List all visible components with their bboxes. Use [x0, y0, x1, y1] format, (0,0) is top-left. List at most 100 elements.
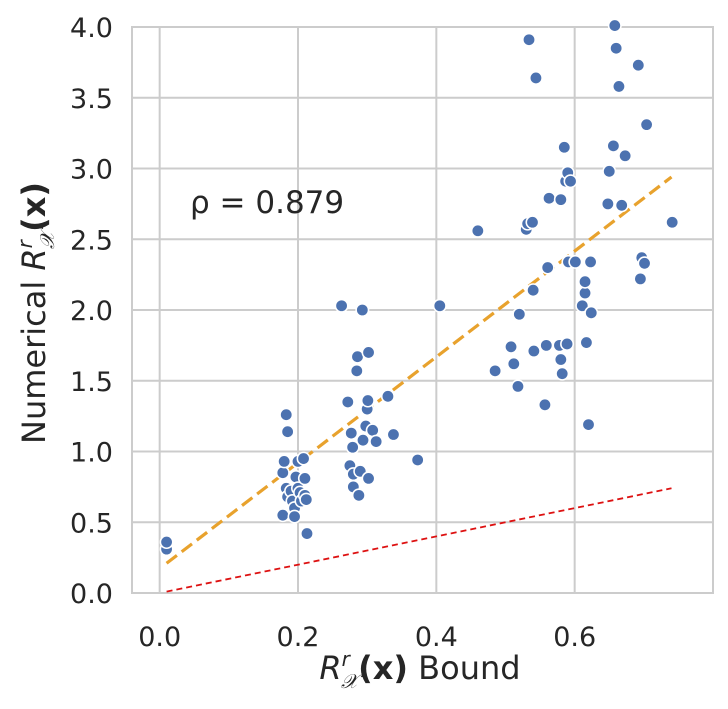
data-point: [488, 363, 503, 378]
data-point: [557, 140, 572, 155]
x-axis-title-arg: (x): [358, 649, 408, 687]
data-point: [356, 433, 371, 448]
data-point: [606, 138, 621, 153]
reference-line-y-equals-x: [166, 487, 672, 593]
data-point: [578, 274, 593, 289]
data-point: [355, 302, 370, 317]
data-point: [575, 298, 590, 313]
data-point: [470, 223, 485, 238]
data-point: [528, 70, 543, 85]
data-point: [361, 345, 376, 360]
data-point: [633, 271, 648, 286]
data-point: [583, 254, 598, 269]
y-tick-label: 3.5: [70, 84, 113, 115]
y-tick-label: 3.0: [70, 155, 113, 186]
x-axis-title: Rr 𝒳(x) Bound: [319, 647, 520, 693]
correlation-annotation: ρ = 0.879: [190, 185, 344, 221]
data-point: [560, 336, 575, 351]
x-axis-title-sup: r: [342, 647, 352, 671]
data-point: [297, 471, 312, 486]
data-point: [522, 32, 537, 47]
x-tick-label: 0.2: [277, 622, 320, 653]
data-point: [553, 352, 568, 367]
data-point: [584, 305, 599, 320]
data-point: [614, 198, 629, 213]
data-point: [563, 174, 578, 189]
data-point: [275, 465, 290, 480]
data-point: [568, 254, 583, 269]
y-tick-label: 1.5: [70, 367, 113, 398]
y-tick-label: 4.0: [70, 13, 113, 44]
data-point: [334, 298, 349, 313]
data-point: [510, 379, 525, 394]
x-axis-title-symbol: R: [319, 649, 341, 687]
data-point: [540, 260, 555, 275]
linear-fit-line: [165, 175, 673, 565]
data-point: [525, 215, 540, 230]
y-tick-labels: 0.0 0.5 1.0 1.5 2.0 2.5 3.0 3.5 4.0: [70, 13, 113, 610]
data-point: [581, 417, 596, 432]
data-point: [410, 452, 425, 467]
data-point: [345, 440, 360, 455]
data-point: [280, 424, 295, 439]
data-point: [512, 307, 527, 322]
data-point: [555, 366, 570, 381]
data-point: [631, 58, 646, 73]
data-point: [537, 397, 552, 412]
data-point: [542, 191, 557, 206]
data-point: [361, 471, 376, 486]
y-tick-label: 0.0: [70, 579, 113, 610]
data-point: [349, 363, 364, 378]
scatter-points: [159, 18, 680, 557]
x-tick-label: 0.0: [138, 622, 181, 653]
data-point: [600, 196, 615, 211]
data-point: [369, 434, 384, 449]
data-point: [287, 509, 302, 524]
data-point: [611, 79, 626, 94]
x-tick-labels: 0.0 0.2 0.4 0.6: [138, 622, 596, 653]
y-axis-title-prefix: Numerical: [15, 271, 53, 444]
data-point: [296, 451, 311, 466]
data-point: [553, 192, 568, 207]
data-point: [344, 426, 359, 441]
data-point: [539, 338, 554, 353]
data-point: [299, 526, 314, 541]
y-axis-title-symbol: R: [15, 248, 53, 270]
data-point: [526, 283, 541, 298]
data-point: [380, 389, 395, 404]
data-point: [340, 394, 355, 409]
data-point: [506, 356, 521, 371]
data-point: [618, 148, 633, 163]
x-tick-label: 0.4: [415, 622, 458, 653]
y-tick-label: 2.0: [70, 296, 113, 327]
y-axis-title: Numerical Rr𝒳(x): [13, 182, 59, 444]
x-tick-label: 0.6: [553, 622, 596, 653]
y-tick-label: 1.0: [70, 438, 113, 469]
data-point: [579, 335, 594, 350]
data-point: [432, 298, 447, 313]
data-point: [351, 488, 366, 503]
y-axis-title-sup: r: [13, 238, 37, 248]
y-tick-label: 2.5: [70, 225, 113, 256]
data-point: [526, 344, 541, 359]
data-point: [665, 215, 680, 230]
data-point: [504, 339, 519, 354]
x-axis-title-suffix: Bound: [408, 649, 521, 687]
plot-frame: [131, 26, 714, 594]
data-point: [159, 535, 174, 550]
y-grid-lines: [132, 26, 713, 594]
data-point: [365, 423, 380, 438]
data-point: [277, 454, 292, 469]
data-point: [639, 117, 654, 132]
data-point: [279, 407, 294, 422]
data-point: [360, 393, 375, 408]
data-point: [275, 508, 290, 523]
y-tick-label: 0.5: [70, 508, 113, 539]
data-point: [602, 164, 617, 179]
data-point: [299, 492, 314, 507]
y-axis-title-arg: (x): [15, 182, 53, 232]
data-point: [609, 41, 624, 56]
data-point: [386, 427, 401, 442]
data-point: [607, 18, 622, 33]
